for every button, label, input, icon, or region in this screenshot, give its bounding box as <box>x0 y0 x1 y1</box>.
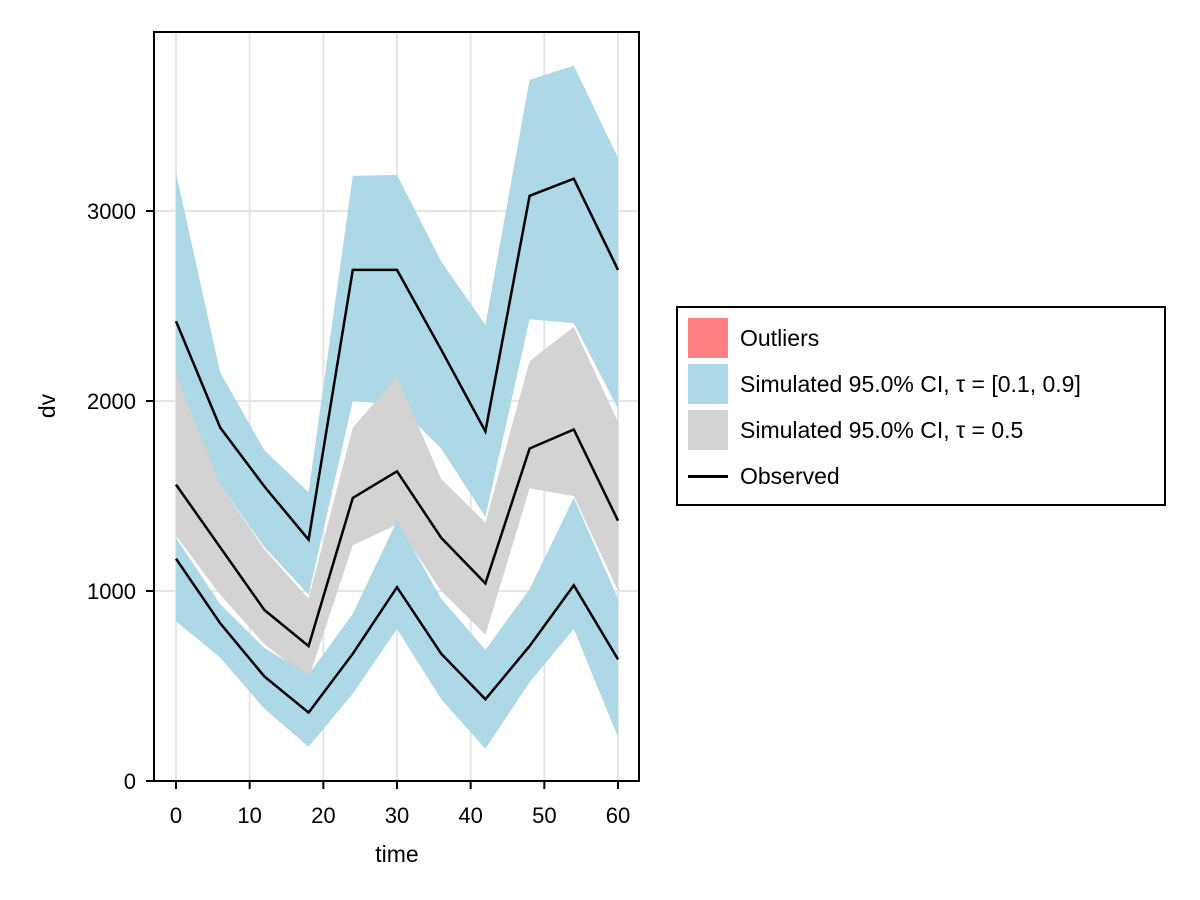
x-axis: 0 10 20 30 40 50 60 <box>170 781 630 828</box>
y-tick-label: 2000 <box>87 389 136 414</box>
observed-lines <box>174 177 620 715</box>
x-tick-label: 10 <box>237 803 261 828</box>
observed-line-icon <box>688 474 728 478</box>
ci-band <box>176 497 618 749</box>
ci-bands <box>176 65 618 749</box>
outliers-swatch-icon <box>688 318 728 358</box>
y-axis: 0 1000 2000 3000 <box>87 199 154 794</box>
ci-median-swatch-icon <box>688 410 728 450</box>
legend-label: Observed <box>740 462 840 489</box>
observed-line <box>174 427 620 649</box>
legend-item-observed: Observed <box>688 456 840 496</box>
legend-item-outliers: Outliers <box>688 318 819 358</box>
ci-outer-swatch-icon <box>688 364 728 404</box>
ci-band <box>176 326 618 679</box>
x-tick-label: 50 <box>532 803 556 828</box>
x-tick-label: 0 <box>170 803 182 828</box>
x-tick-label: 20 <box>311 803 335 828</box>
y-tick-label: 0 <box>124 769 136 794</box>
x-tick-label: 40 <box>458 803 482 828</box>
legend: Outliers Simulated 95.0% CI, τ = [0.1, 0… <box>676 306 1166 506</box>
y-tick-label: 3000 <box>87 199 136 224</box>
x-axis-label: time <box>375 841 418 867</box>
observed-line <box>174 177 620 543</box>
legend-item-ci-outer: Simulated 95.0% CI, τ = [0.1, 0.9] <box>688 364 1081 404</box>
y-tick-label: 1000 <box>87 579 136 604</box>
y-axis-label: dv <box>34 393 60 418</box>
observed-line <box>174 557 620 715</box>
ci-band <box>176 65 618 595</box>
legend-label: Simulated 95.0% CI, τ = [0.1, 0.9] <box>740 370 1081 397</box>
legend-label: Outliers <box>740 324 820 351</box>
legend-item-ci-median: Simulated 95.0% CI, τ = 0.5 <box>688 410 1023 450</box>
x-tick-label: 30 <box>385 803 409 828</box>
legend-label: Simulated 95.0% CI, τ = 0.5 <box>740 416 1024 443</box>
x-tick-label: 60 <box>606 803 630 828</box>
